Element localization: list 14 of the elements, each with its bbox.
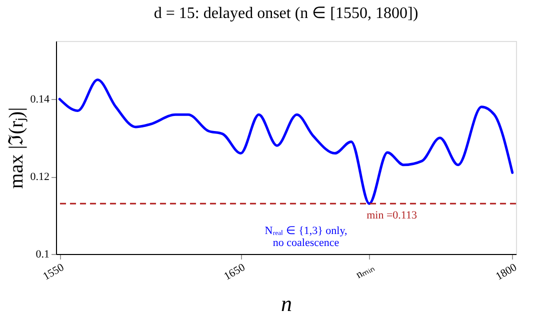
x-tick-label: 1800 bbox=[494, 261, 520, 283]
ref-line-label: min =0.113 bbox=[366, 210, 418, 222]
x-tick-label: 1650 bbox=[222, 261, 248, 283]
y-tick-label: 0.14 bbox=[30, 94, 50, 106]
annotation: no coalescence bbox=[272, 237, 340, 249]
x-tick-label: 1550 bbox=[41, 261, 67, 283]
line-series bbox=[58, 78, 514, 205]
x-axis-title: n bbox=[281, 291, 292, 316]
chart-title: d = 15: delayed onset (n ∈ [1550, 1800]) bbox=[154, 5, 418, 22]
x-tick-label: nₘᵢₙ bbox=[354, 262, 376, 282]
y-tick-label: 0.1 bbox=[36, 248, 50, 260]
y-tick-label: 0.12 bbox=[30, 171, 50, 184]
annotation: Nᵣₑₐₗ ∈ {1,3} only, bbox=[264, 225, 348, 237]
y-axis-title: max |ℑ(rⱼ)| bbox=[5, 107, 28, 189]
